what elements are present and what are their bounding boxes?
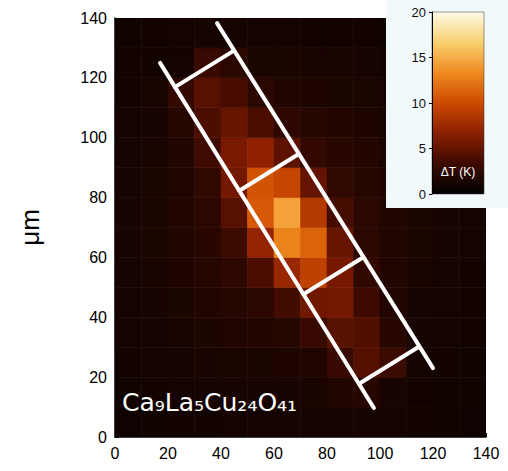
svg-text:140: 140 bbox=[80, 10, 107, 27]
svg-text:15: 15 bbox=[412, 50, 426, 65]
svg-text:10: 10 bbox=[412, 96, 426, 111]
svg-text:Ca₉La₅Cu₂₄O₄₁: Ca₉La₅Cu₂₄O₄₁ bbox=[122, 388, 297, 417]
svg-text:100: 100 bbox=[80, 129, 107, 146]
svg-text:40: 40 bbox=[89, 309, 107, 326]
svg-text:μm: μm bbox=[15, 209, 45, 246]
svg-text:0: 0 bbox=[111, 445, 120, 462]
svg-text:60: 60 bbox=[265, 445, 283, 462]
svg-text:120: 120 bbox=[80, 69, 107, 86]
svg-text:20: 20 bbox=[412, 5, 426, 20]
svg-text:ΔT (K): ΔT (K) bbox=[441, 165, 475, 179]
svg-text:0: 0 bbox=[419, 187, 426, 202]
svg-text:20: 20 bbox=[159, 445, 177, 462]
svg-text:5: 5 bbox=[419, 141, 426, 156]
svg-text:120: 120 bbox=[420, 445, 447, 462]
svg-text:20: 20 bbox=[89, 369, 107, 386]
svg-text:100: 100 bbox=[367, 445, 394, 462]
svg-text:80: 80 bbox=[89, 189, 107, 206]
svg-text:60: 60 bbox=[89, 249, 107, 266]
svg-text:40: 40 bbox=[212, 445, 230, 462]
svg-text:80: 80 bbox=[318, 445, 336, 462]
svg-text:140: 140 bbox=[473, 445, 500, 462]
svg-text:0: 0 bbox=[98, 429, 107, 446]
